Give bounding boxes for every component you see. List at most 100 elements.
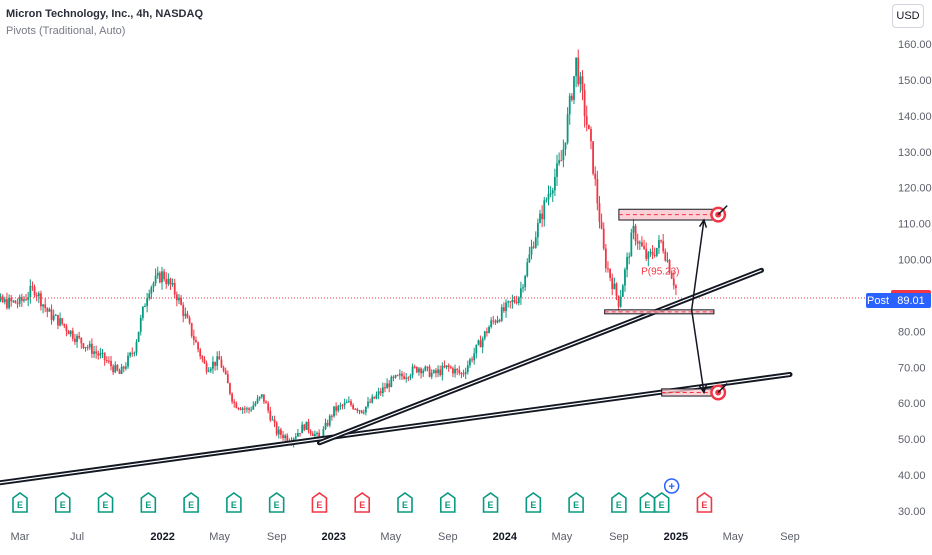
earnings-E-icon[interactable]: E bbox=[397, 492, 413, 513]
candle-body bbox=[27, 297, 30, 300]
candle-body bbox=[456, 368, 459, 371]
candle-body bbox=[190, 323, 193, 336]
candle-body bbox=[358, 410, 361, 412]
candle-body bbox=[69, 330, 72, 335]
candle-body bbox=[675, 285, 677, 289]
candle-body bbox=[169, 278, 172, 285]
event-markers[interactable]: E E E E E E E E E E E E E E E E E+E bbox=[12, 478, 713, 513]
trendline-inner bbox=[0, 373, 791, 484]
candle-body bbox=[197, 342, 199, 350]
earnings-glyph: E bbox=[402, 500, 408, 510]
time-tick-label: 2025 bbox=[664, 531, 688, 543]
candle-body bbox=[231, 393, 233, 402]
time-tick-label: 2024 bbox=[493, 531, 518, 543]
price-tick-label: 160.00 bbox=[898, 39, 932, 51]
candle-body bbox=[590, 129, 592, 142]
earnings-glyph: E bbox=[445, 500, 451, 510]
candle-body bbox=[626, 256, 628, 270]
candle-body bbox=[566, 114, 569, 143]
candle-body bbox=[35, 295, 38, 297]
earnings-E-icon[interactable]: E bbox=[439, 492, 456, 513]
time-axis[interactable]: Mar Jul 2022 May Sep 2023 May Sep 2024 May Sep 2025… bbox=[11, 531, 800, 543]
earnings-shield bbox=[653, 492, 670, 513]
earnings-E-icon[interactable]: E bbox=[268, 492, 285, 513]
candle-body bbox=[401, 373, 403, 377]
candle-body bbox=[524, 275, 527, 288]
earnings-E-icon[interactable]: E bbox=[653, 492, 670, 513]
projection-arrow[interactable] bbox=[690, 309, 705, 393]
candle-body bbox=[643, 246, 645, 249]
candle-body bbox=[447, 365, 450, 367]
dividend-plus-icon[interactable]: + bbox=[663, 478, 680, 494]
earnings-E-icon[interactable]: E bbox=[639, 492, 656, 513]
earnings-glyph: E bbox=[644, 500, 650, 510]
earnings-E-icon[interactable]: E bbox=[226, 492, 242, 513]
earnings-E-icon[interactable]: E bbox=[611, 492, 627, 513]
candles bbox=[0, 49, 677, 448]
candle-body bbox=[337, 405, 340, 411]
indicator-label[interactable]: Pivots (Traditional, Auto) bbox=[6, 25, 126, 37]
earnings-shield bbox=[568, 492, 584, 513]
candle-body bbox=[107, 360, 110, 362]
candle-body bbox=[42, 304, 44, 307]
earnings-glyph: E bbox=[17, 500, 23, 510]
earnings-E-icon[interactable]: E bbox=[354, 492, 371, 513]
candle-body bbox=[78, 335, 81, 338]
candle-body bbox=[632, 225, 635, 233]
candle-body bbox=[441, 365, 444, 376]
target-icon[interactable] bbox=[710, 205, 728, 223]
earnings-E-icon[interactable]: E bbox=[482, 492, 499, 513]
candle-body bbox=[592, 141, 595, 174]
earnings-E-icon[interactable]: E bbox=[97, 492, 114, 513]
price-axis[interactable]: 160.00 150.00 140.00 130.00 120.00 110.00 100.… bbox=[866, 39, 932, 518]
earnings-E-icon[interactable]: E bbox=[525, 492, 542, 513]
earnings-E-icon[interactable]: E bbox=[311, 492, 328, 513]
time-tick-label: Mar bbox=[11, 531, 30, 543]
earnings-E-icon[interactable]: E bbox=[54, 492, 71, 513]
candle-body bbox=[114, 365, 117, 373]
earnings-E-icon[interactable]: E bbox=[183, 492, 199, 513]
earnings-E-icon[interactable]: E bbox=[140, 492, 157, 513]
earnings-E-icon[interactable]: E bbox=[696, 492, 713, 513]
candle-body bbox=[558, 160, 561, 164]
candle-body bbox=[403, 376, 405, 379]
candle-body bbox=[483, 331, 486, 339]
candle-body bbox=[528, 254, 531, 263]
candle-body bbox=[653, 254, 656, 256]
candle-body bbox=[460, 373, 463, 375]
candle-body bbox=[379, 391, 382, 394]
candle-body bbox=[101, 352, 104, 354]
candle-body bbox=[507, 301, 510, 303]
candle-body bbox=[647, 252, 650, 259]
candle-body bbox=[500, 307, 503, 321]
candle-body bbox=[226, 374, 229, 384]
post-price-value: 89.01 bbox=[897, 295, 925, 307]
currency-button[interactable]: USD bbox=[892, 4, 924, 28]
candle-body bbox=[469, 359, 471, 366]
candle-body bbox=[31, 286, 34, 288]
target-icon[interactable] bbox=[710, 382, 728, 401]
candle-body bbox=[260, 394, 263, 397]
candle-body bbox=[369, 401, 372, 403]
candle-body bbox=[156, 272, 159, 276]
earnings-E-icon[interactable]: E bbox=[568, 492, 584, 513]
candle-body bbox=[564, 142, 567, 150]
candle-body bbox=[420, 368, 422, 374]
candle-body bbox=[356, 409, 359, 411]
candle-body bbox=[277, 429, 280, 435]
projection-arrow[interactable] bbox=[690, 219, 705, 310]
candle-body bbox=[258, 396, 261, 399]
candle-body bbox=[186, 313, 189, 318]
candle-body bbox=[137, 331, 140, 342]
earnings-glyph: E bbox=[60, 500, 66, 510]
candle-body bbox=[76, 335, 78, 342]
candle-body bbox=[256, 398, 259, 404]
candle-body bbox=[148, 293, 151, 299]
drawings[interactable]: P(95.23) bbox=[0, 205, 890, 486]
candle-body bbox=[131, 352, 134, 354]
earnings-E-icon[interactable]: E bbox=[12, 492, 28, 513]
candle-body bbox=[246, 408, 248, 410]
candle-body bbox=[598, 203, 601, 222]
